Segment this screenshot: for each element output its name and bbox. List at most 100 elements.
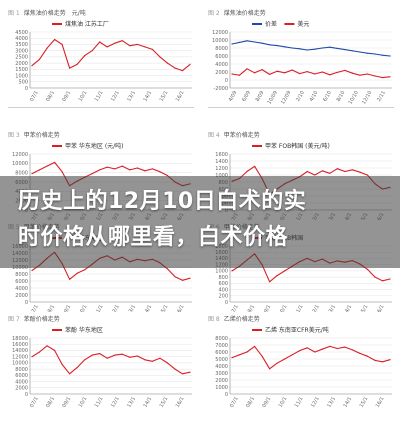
data-point: [261, 69, 263, 71]
chart-unit: 元/吨: [71, 10, 86, 17]
x-tick-label: 15/1: [159, 90, 170, 103]
data-point: [291, 47, 293, 49]
data-point: [344, 49, 346, 51]
data-point: [366, 355, 368, 357]
x-tick-label: 08/1: [245, 304, 256, 317]
data-point: [231, 43, 233, 45]
panel-divider: [8, 107, 194, 108]
y-tick-label: 2000: [15, 293, 28, 299]
y-tick-label: 4000: [15, 36, 28, 42]
data-point: [31, 65, 33, 67]
data-point: [336, 168, 338, 170]
chart-caption-title: 煤焦油价格走势: [223, 10, 266, 17]
data-point: [114, 168, 116, 170]
data-point: [181, 279, 184, 281]
x-tick-label: 09/1: [261, 304, 272, 317]
chart-panel: 图 2 煤焦油价格走势 12000 10000 8000 6000 4000 2000 0 -20…: [204, 6, 398, 108]
y-tick-label: 5000: [215, 357, 228, 363]
data-point: [129, 45, 131, 47]
data-point: [246, 68, 248, 70]
data-point: [374, 276, 376, 278]
data-point: [329, 172, 331, 174]
data-point: [389, 76, 391, 78]
y-tick-label: 2500: [15, 55, 28, 61]
x-tick-label: 10/09: [267, 90, 279, 105]
data-point: [114, 354, 116, 356]
y-tick-label: 10000: [212, 38, 228, 44]
data-point: [174, 368, 176, 370]
data-point: [381, 54, 384, 56]
data-point: [374, 53, 376, 55]
data-point: [359, 352, 361, 354]
data-point: [99, 41, 101, 43]
data-point: [76, 367, 78, 369]
data-point: [54, 38, 56, 41]
data-point: [121, 165, 123, 167]
data-point: [91, 354, 93, 356]
data-point: [38, 351, 41, 353]
x-tick-label: 07/1: [229, 396, 240, 409]
y-tick-label: 1500: [15, 67, 28, 73]
data-point: [314, 351, 316, 353]
data-point: [321, 47, 323, 49]
y-tick-label: 8000: [215, 46, 228, 52]
y-tick-label: 6000: [215, 350, 228, 356]
chart-caption: 图 1 煤焦油价格走势 元/吨: [8, 8, 86, 17]
data-point: [329, 46, 331, 48]
x-tick-label: 14/1: [142, 90, 153, 103]
y-tick-label: 0: [225, 78, 228, 84]
line-chart: 45004000350030002500200015001000500007/1…: [15, 20, 192, 103]
data-point: [291, 354, 293, 356]
data-point: [299, 48, 301, 50]
chart-caption-title: 苯酚价格走势: [23, 316, 60, 323]
y-tick-label: 0: [225, 392, 228, 398]
series-line: [231, 40, 391, 57]
panel-divider: [208, 107, 394, 108]
chart-caption-title: 甲苯价格走势: [223, 132, 260, 139]
x-tick-label: 6/09: [241, 90, 252, 103]
data-point: [291, 69, 293, 71]
legend-label: 甲苯 FOB韩国 (美元/吨): [265, 142, 330, 150]
y-tick-label: 2000: [15, 61, 28, 67]
title-line-2: 时价格从哪里看，白术价格: [18, 225, 289, 250]
series-line: [231, 68, 391, 79]
y-tick-label: 6000: [15, 279, 28, 285]
x-tick-label: 07/1: [29, 304, 40, 317]
data-point: [359, 51, 361, 53]
data-point: [166, 268, 168, 270]
data-point: [151, 360, 153, 362]
x-tick-label: 09/1: [261, 396, 272, 409]
x-tick-label: 16/1: [175, 90, 186, 103]
x-tick-label: 16/1: [175, 304, 186, 317]
data-point: [374, 359, 376, 361]
data-point: [306, 347, 308, 349]
x-tick-label: 11/1: [294, 304, 305, 317]
y-tick-label: 12000: [12, 354, 28, 360]
chart-panel: 图 1 煤焦油价格走势 元/吨 4500 4000 3500 3000 2500 2000 150…: [4, 6, 198, 108]
x-tick-label: 14/1: [142, 396, 153, 409]
data-point: [151, 168, 153, 170]
chart-caption: 图 7 苯酚价格走势: [8, 314, 60, 323]
data-point: [344, 69, 346, 71]
y-tick-label: 3000: [15, 48, 28, 54]
y-tick-label: 4000: [215, 364, 228, 370]
chart-panel: 图 7 苯酚价格走势 18000 16000 14000 12000 10000 8000 60…: [4, 312, 198, 412]
data-point: [84, 55, 86, 57]
title-banner: [0, 176, 400, 268]
data-point: [359, 171, 361, 173]
data-point: [136, 355, 138, 357]
y-tick-label: 0: [225, 300, 228, 306]
y-tick-label: 3000: [215, 371, 228, 377]
data-point: [54, 349, 56, 351]
title-text: 历史上的12月10日白术的实 时价格从哪里看，白术价格: [18, 184, 390, 256]
x-tick-label: 11/1: [94, 90, 105, 103]
y-tick-label: 800: [218, 275, 228, 281]
x-tick-label: 13/1: [126, 90, 137, 103]
x-tick-label: 14/1: [342, 396, 353, 409]
data-point: [374, 75, 376, 77]
data-point: [69, 278, 71, 280]
y-tick-label: 2000: [15, 386, 28, 392]
chart-caption-number: 图 2: [208, 10, 220, 17]
data-point: [389, 55, 391, 57]
